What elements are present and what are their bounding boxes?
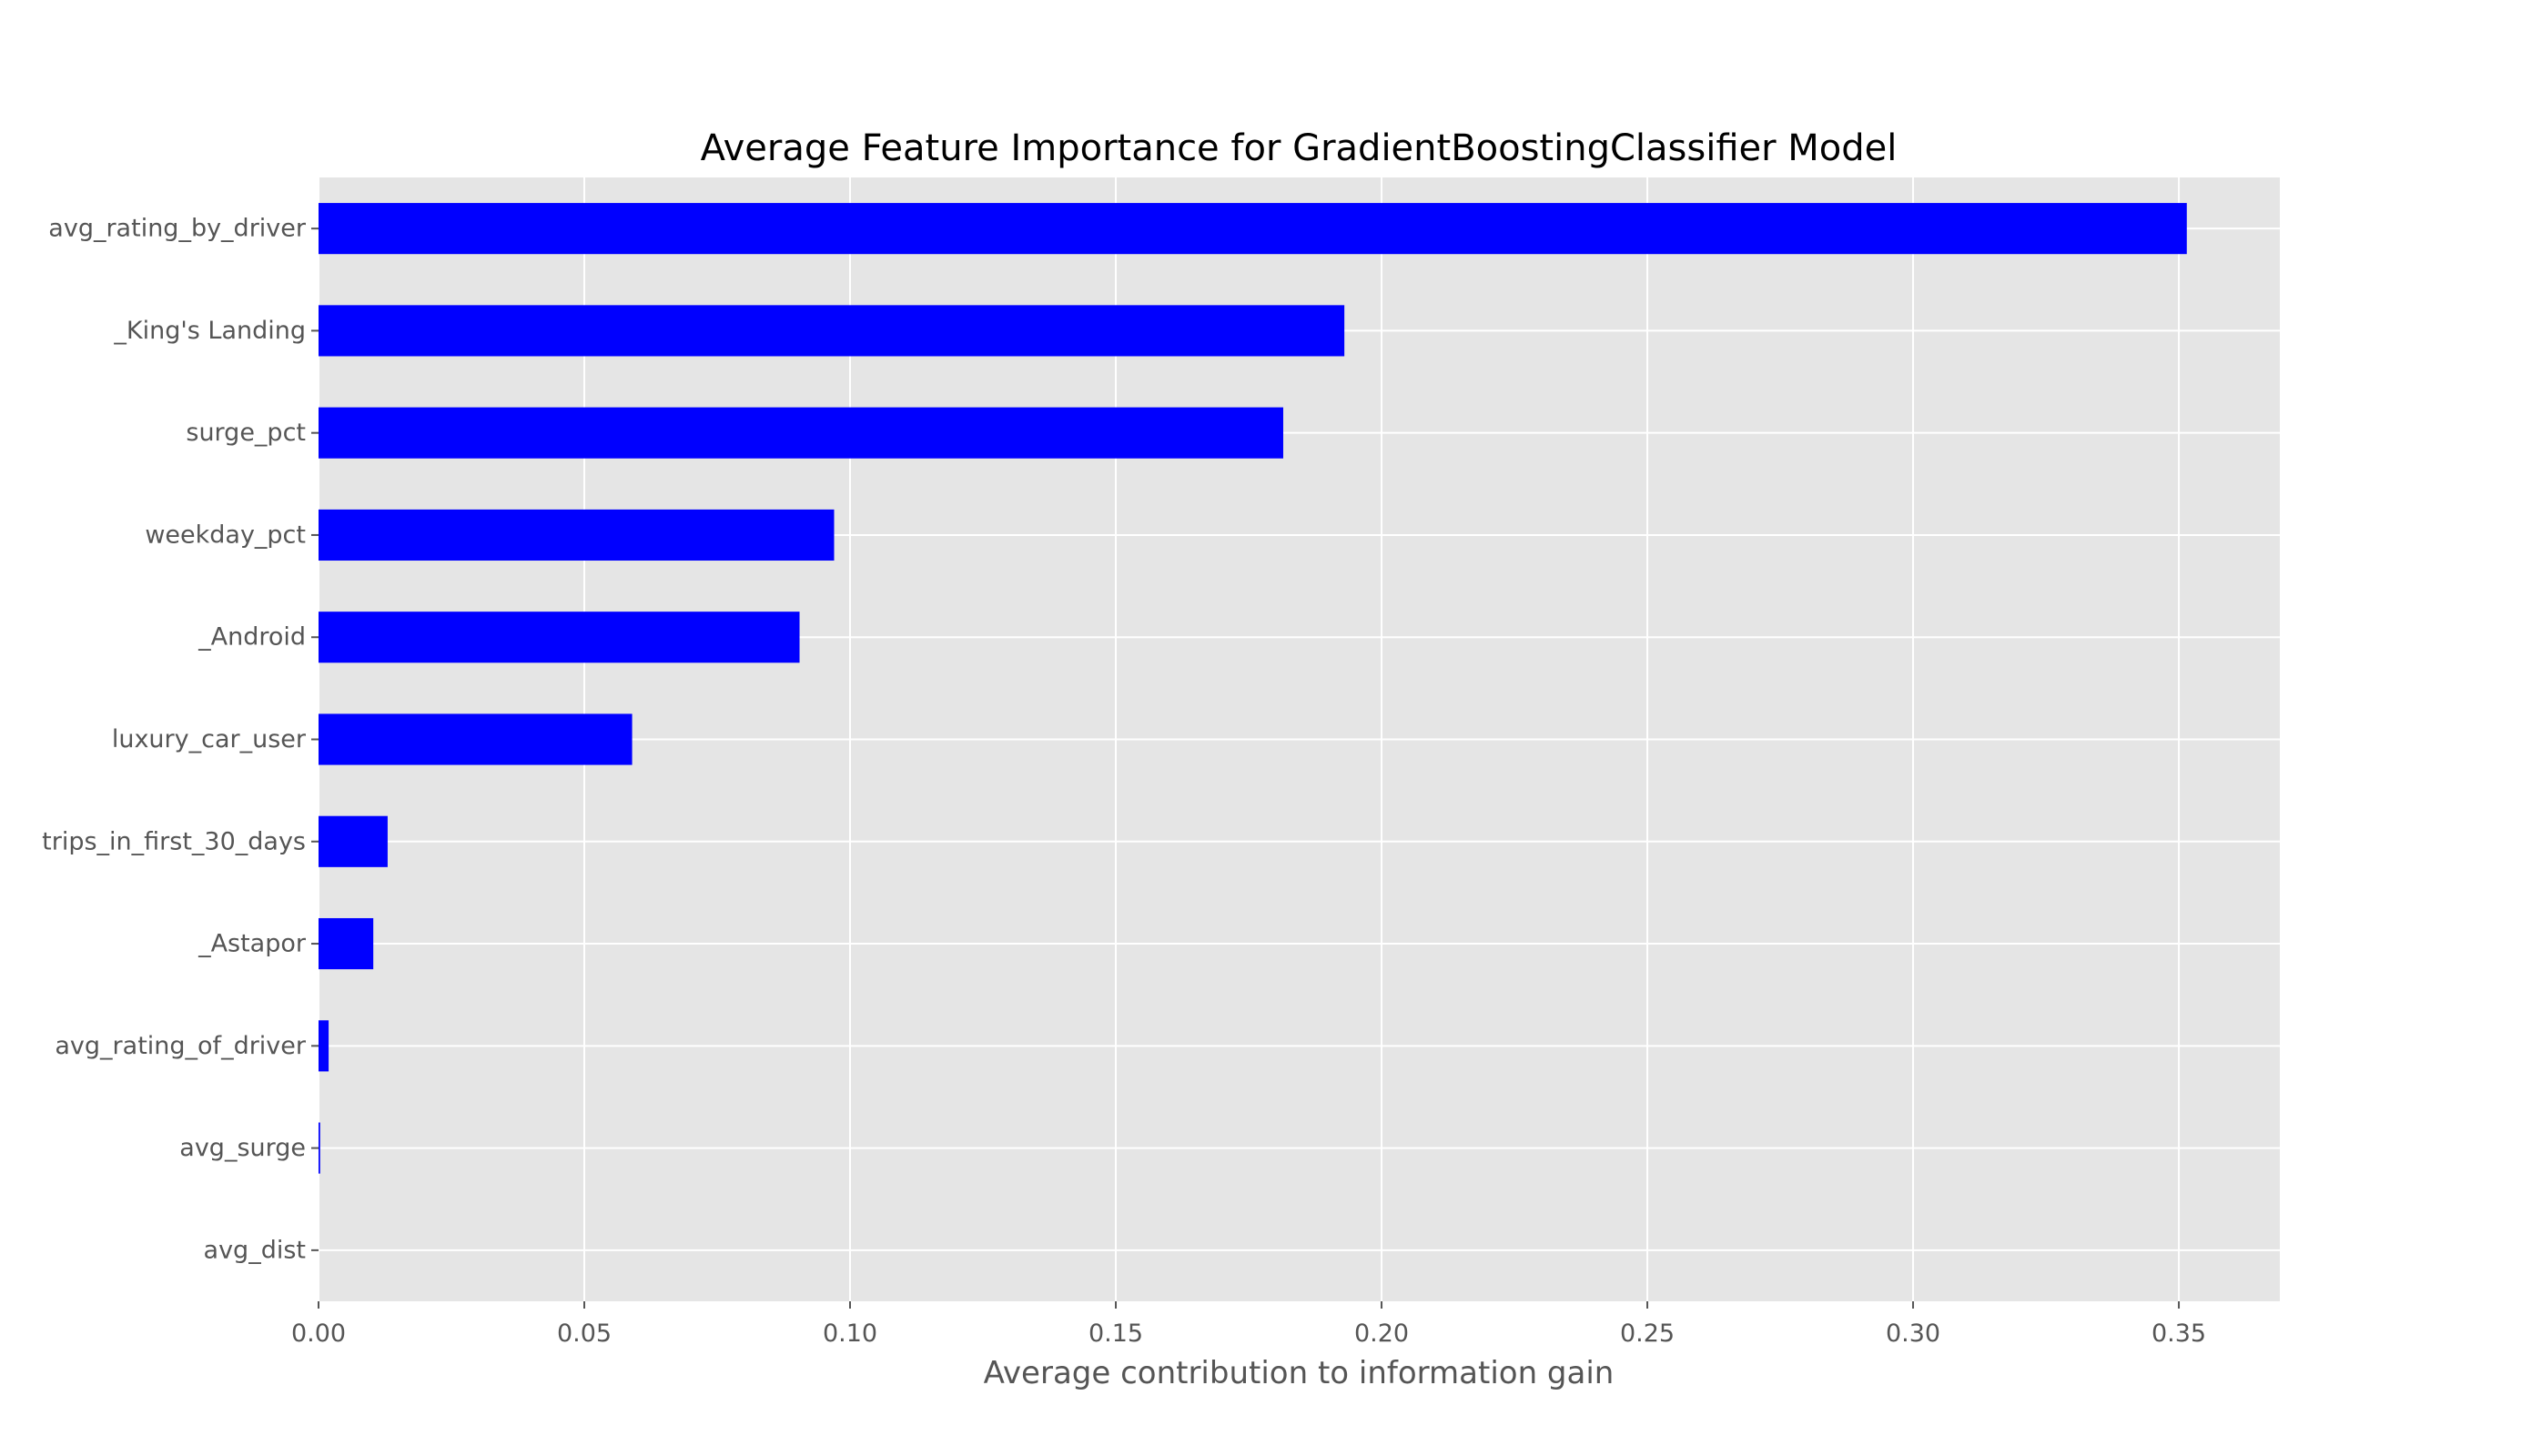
y-tick-label: avg_rating_by_driver [48, 215, 307, 243]
x-tick-label: 0.00 [291, 1320, 346, 1348]
bar-surge-pct [319, 407, 1283, 459]
y-tick-label: _Astapor [197, 930, 307, 958]
bar-weekday-pct [319, 509, 835, 561]
x-tick-label: 0.30 [1886, 1320, 1940, 1348]
bars [319, 203, 2187, 1174]
y-tick-label: avg_dist [204, 1236, 306, 1264]
y-tick-label: avg_surge [179, 1134, 306, 1162]
y-tick-label: surge_pct [186, 419, 306, 447]
bar-android [319, 612, 800, 663]
x-tick-label: 0.35 [2151, 1320, 2206, 1348]
x-tick-label: 0.20 [1354, 1320, 1409, 1348]
y-tick-label: luxury_car_user [112, 725, 307, 753]
y-tick-label: avg_rating_of_driver [55, 1032, 307, 1060]
x-tick-label: 0.05 [557, 1320, 612, 1348]
bar-avg-rating-of-driver [319, 1020, 329, 1072]
bar-avg-rating-by-driver [319, 203, 2187, 255]
bar-king-s-landing [319, 305, 1345, 357]
x-tick-label: 0.15 [1088, 1320, 1143, 1348]
x-tick-labels: 0.00 0.05 0.10 0.15 0.20 0.25 0.30 0.35 [291, 1320, 2206, 1348]
x-axis-label: Average contribution to information gain [984, 1355, 1615, 1391]
tick-marks [311, 228, 2181, 1309]
bar-astapor [319, 917, 374, 970]
y-tick-label: weekday_pct [145, 521, 306, 549]
chart-title: Average Feature Importance for GradientB… [701, 127, 1898, 169]
x-tick-label: 0.25 [1620, 1320, 1675, 1348]
bar-avg-surge [319, 1122, 320, 1174]
bar-luxury-car-user [319, 713, 633, 765]
y-tick-label: _King's Landing [113, 317, 306, 345]
x-tick-label: 0.10 [823, 1320, 877, 1348]
bar-trips-in-first-30-days [319, 815, 388, 867]
y-tick-label: trips_in_first_30_days [42, 827, 306, 855]
y-tick-labels: avg_rating_by_driver _King's Landing surge… [42, 215, 307, 1265]
y-tick-label: _Android [197, 623, 306, 652]
